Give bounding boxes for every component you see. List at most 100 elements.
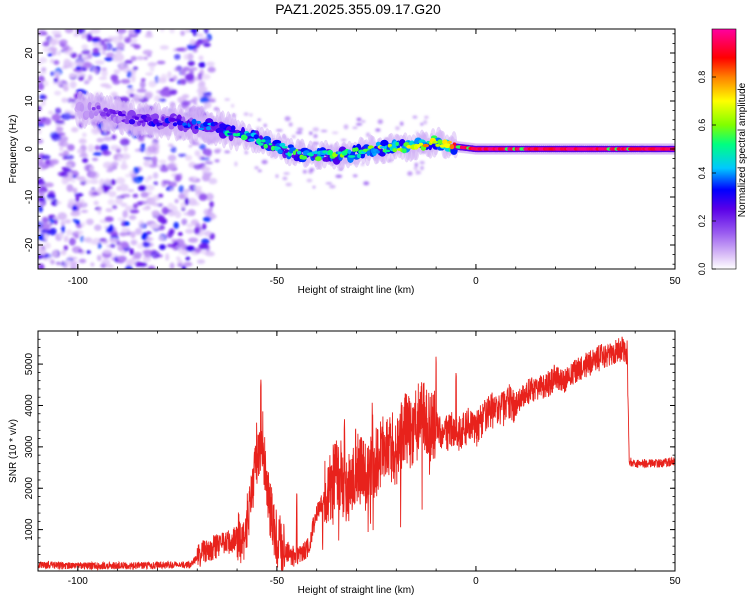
heat-cell xyxy=(131,72,136,81)
heat-cell xyxy=(89,171,100,180)
heat-cell xyxy=(129,93,135,98)
heat-cell xyxy=(167,202,174,210)
heat-cell xyxy=(201,238,210,245)
spectrogram-x-label: Height of straight line (km) xyxy=(298,285,415,296)
heat-cell xyxy=(208,177,218,185)
heat-cell xyxy=(216,148,222,151)
heat-cell xyxy=(160,29,165,33)
heat-cell xyxy=(347,149,352,155)
heat-cell xyxy=(309,167,315,172)
heat-cell xyxy=(196,33,204,38)
heat-cell xyxy=(59,39,68,46)
heat-cell xyxy=(204,230,212,237)
heat-cell xyxy=(69,81,77,89)
heat-cell xyxy=(38,105,42,111)
heat-cell xyxy=(117,155,122,162)
heat-cell xyxy=(127,258,136,266)
heat-cell xyxy=(64,219,72,224)
heat-cell xyxy=(194,125,199,130)
heat-cell xyxy=(449,144,455,150)
heat-cell xyxy=(392,148,398,153)
heat-cell xyxy=(166,163,176,170)
heat-cell xyxy=(120,153,131,160)
spectrogram-noise-speckles xyxy=(38,29,429,269)
heat-cell xyxy=(69,256,78,260)
heat-cell xyxy=(312,185,316,189)
heat-cell xyxy=(53,34,62,38)
heat-cell xyxy=(59,146,64,152)
heat-cell xyxy=(248,138,255,142)
heat-cell xyxy=(189,67,198,71)
heat-cell xyxy=(201,174,210,182)
heat-cell xyxy=(143,156,153,161)
heat-cell xyxy=(161,206,169,215)
y-tick-label: 20 xyxy=(24,47,35,59)
heat-cell xyxy=(132,66,138,71)
heat-cell xyxy=(201,36,210,40)
heat-cell xyxy=(195,189,202,195)
heat-cell xyxy=(110,243,116,248)
heat-cell xyxy=(143,56,148,60)
heat-cell xyxy=(188,237,199,243)
heat-cell xyxy=(144,177,150,183)
heat-cell xyxy=(61,44,70,50)
heat-cell xyxy=(201,38,210,44)
heat-cell xyxy=(184,197,189,206)
heat-cell xyxy=(189,38,196,46)
heat-cell xyxy=(75,65,82,71)
heat-cell xyxy=(285,182,292,187)
heat-cell xyxy=(417,171,422,175)
heat-cell xyxy=(201,73,211,80)
heat-cell xyxy=(43,117,52,126)
heat-cell xyxy=(174,210,182,219)
heat-cell xyxy=(187,60,195,67)
colorbar-tick-label: 0.8 xyxy=(697,71,707,84)
heat-cell xyxy=(47,190,56,199)
heat-cell xyxy=(39,200,46,207)
heat-cell xyxy=(376,150,380,154)
heat-cell xyxy=(335,174,343,178)
heat-cell xyxy=(283,172,290,175)
heat-cell xyxy=(60,249,67,256)
heat-cell xyxy=(354,147,359,152)
heat-cell xyxy=(53,60,60,65)
heat-cell xyxy=(119,232,128,237)
heat-cell xyxy=(418,142,424,146)
heat-cell xyxy=(125,265,133,269)
heat-cell xyxy=(102,249,113,255)
heat-cell xyxy=(130,43,138,47)
heat-cell xyxy=(437,139,443,145)
heat-cell xyxy=(173,221,179,229)
heat-cell xyxy=(71,127,79,133)
heat-cell xyxy=(43,80,49,87)
heat-cell xyxy=(377,119,383,125)
heat-cell xyxy=(82,61,92,68)
heat-cell xyxy=(256,138,262,145)
heat-cell xyxy=(81,44,89,50)
heat-cell xyxy=(254,166,259,170)
heat-cell xyxy=(243,112,249,116)
heat-cell xyxy=(49,227,57,236)
colorbar-tick-label: 0.0 xyxy=(697,263,707,276)
heat-cell xyxy=(74,192,84,197)
heat-cell xyxy=(41,228,50,234)
heat-cell xyxy=(129,209,140,214)
heat-cell xyxy=(366,150,371,156)
heat-cell xyxy=(153,181,159,186)
x-tick-label: 50 xyxy=(669,276,681,287)
heat-cell xyxy=(188,144,192,148)
heat-cell xyxy=(385,149,391,153)
heat-cell xyxy=(64,154,75,160)
heat-cell xyxy=(169,89,178,95)
heat-cell xyxy=(91,127,101,135)
heat-cell xyxy=(120,202,128,207)
heat-cell xyxy=(423,119,428,125)
heat-cell xyxy=(139,120,144,123)
heat-cell xyxy=(81,221,86,228)
heat-cell xyxy=(86,218,94,225)
heat-cell xyxy=(75,196,80,202)
heat-cell xyxy=(177,232,183,236)
heat-cell xyxy=(102,150,109,155)
heat-cell xyxy=(50,71,56,77)
